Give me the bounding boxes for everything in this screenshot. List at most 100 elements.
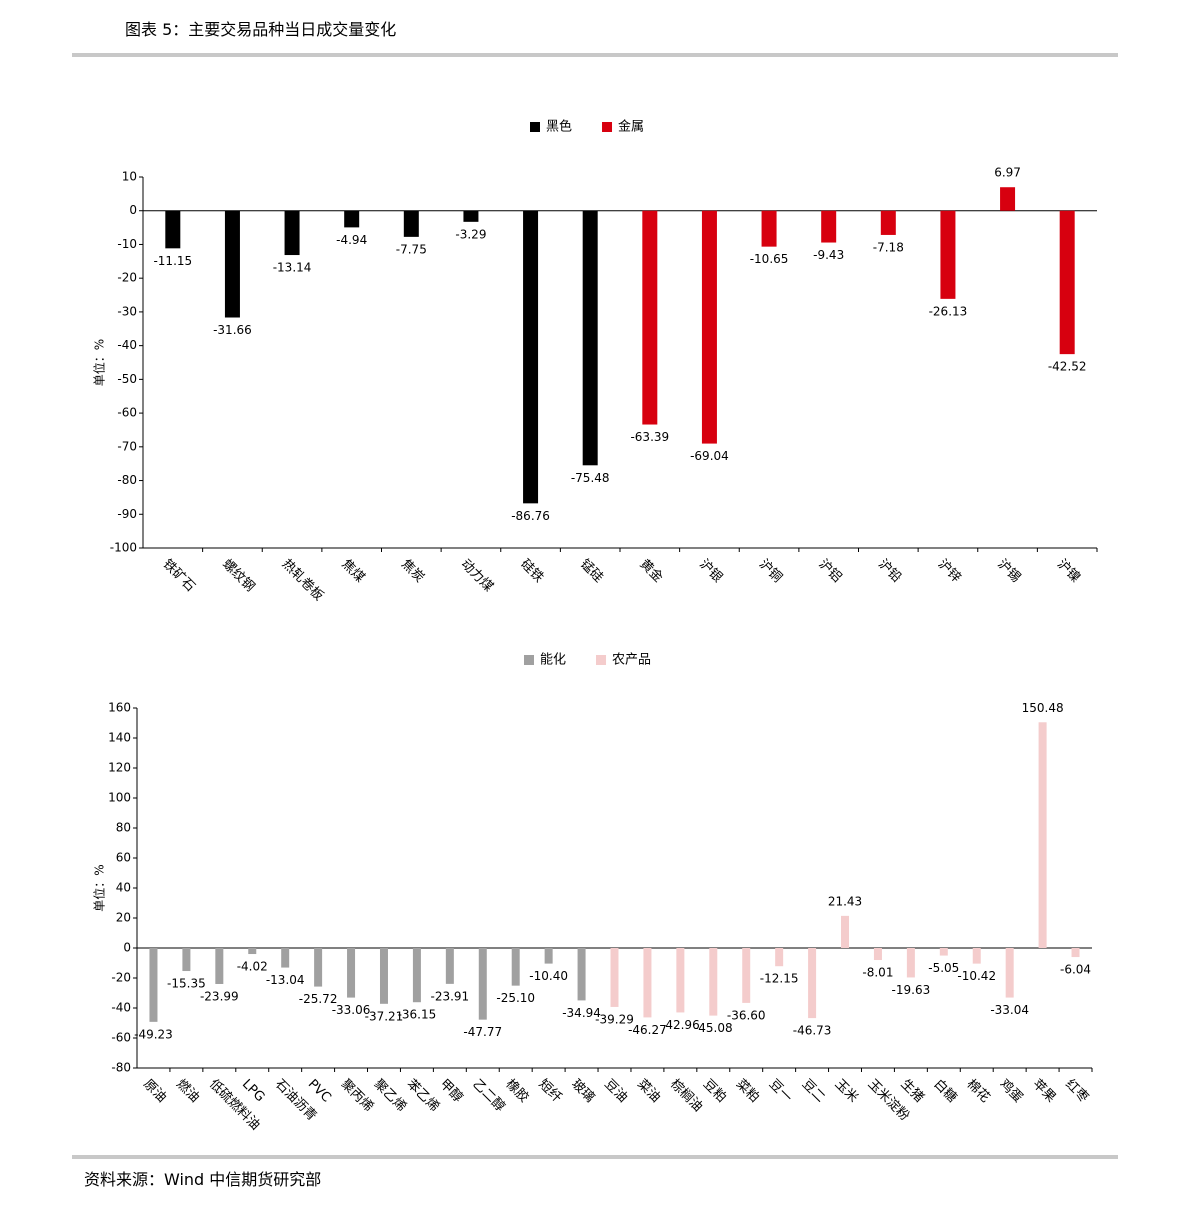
data-label: -69.04 [690,449,729,463]
data-label: -26.13 [929,304,968,318]
bar [1005,948,1014,998]
x-tick-label: 沪银 [696,556,726,586]
legend-swatch [596,655,607,665]
data-label: -11.15 [153,254,192,268]
x-tick-label: 聚乙烯 [371,1077,409,1115]
y-tick-label: 0 [123,941,131,955]
bar [880,210,896,235]
data-label: -7.75 [396,242,427,256]
x-tick-label: 菜油 [634,1077,663,1106]
data-label: -75.48 [571,471,610,485]
y-axis-label: 单位：% [92,864,107,911]
bar [610,948,619,1007]
x-tick-label: 原油 [140,1077,169,1106]
data-label: -33.06 [332,1003,371,1017]
x-tick-label: 焦炭 [398,557,427,586]
bar [215,948,224,984]
data-label: -9.43 [813,248,844,262]
bar [906,948,915,978]
y-tick-label: -30 [117,304,137,318]
y-tick-label: -40 [111,1001,131,1015]
data-label: 150.48 [1022,701,1064,715]
y-tick-label: 100 [108,791,131,805]
y-tick-label: 120 [108,761,131,775]
data-label: -13.14 [273,261,312,275]
bar [808,948,817,1019]
data-label: -47.77 [463,1025,502,1039]
x-tick-label: 橡胶 [502,1076,532,1106]
bar [165,210,181,249]
bar [523,210,539,504]
bar [1071,948,1080,958]
x-tick-label: 沪镍 [1054,556,1084,586]
x-tick-label: 鸡蛋 [996,1076,1026,1106]
rule [72,53,1118,57]
data-label: -7.18 [873,240,904,254]
x-tick-label: 沪铝 [815,556,845,586]
data-label: -36.15 [398,1008,437,1022]
bar [709,948,718,1016]
bar [511,948,520,986]
data-label: -42.52 [1048,360,1087,374]
y-tick-label: 0 [129,203,137,217]
x-tick-label: 红枣 [1062,1076,1092,1106]
bar [344,210,360,228]
bar [742,948,751,1003]
data-label: -13.04 [266,973,305,987]
y-tick-label: 140 [108,731,131,745]
bar [248,948,257,955]
bar [582,210,598,466]
data-label: -49.23 [134,1027,173,1041]
y-tick-label: -10 [117,237,137,251]
data-label: -37.21 [365,1009,404,1023]
x-tick-label: 沪铅 [875,556,905,586]
bar [873,948,882,961]
x-tick-label: 沪锌 [935,556,965,586]
data-label: -8.01 [862,966,893,980]
x-tick-label: 豆油 [601,1077,630,1106]
bar [412,948,421,1003]
data-label: -63.39 [630,430,669,444]
legend-label: 黑色 [546,119,572,135]
data-label: -4.94 [336,233,367,247]
bar [841,915,850,948]
bar [940,210,956,299]
legend-label: 金属 [618,119,644,135]
y-tick-label: -60 [117,406,137,420]
x-tick-label: 锰硅 [577,557,606,586]
bar [1038,722,1047,948]
data-label: 21.43 [828,894,862,908]
source: 资料来源：Wind 中信期货研究部 [84,1170,322,1189]
x-tick-label: 玉米 [832,1077,861,1106]
x-tick-label: 菜粕 [733,1077,762,1106]
x-tick-label: 豆二 [799,1077,828,1106]
data-label: -25.10 [496,991,535,1005]
x-tick-label: LPG [239,1077,267,1105]
y-tick-label: 40 [116,881,131,895]
rule [72,1155,1118,1159]
x-tick-label: 生猪 [898,1077,927,1106]
x-tick-label: 沪锡 [994,556,1024,586]
data-label: -4.02 [237,960,268,974]
bar [403,210,419,237]
bar [577,948,586,1001]
legend-swatch [602,122,613,132]
bar [314,948,323,987]
data-label: -86.76 [511,509,550,523]
y-tick-label: -40 [117,338,137,352]
x-tick-label: 螺纹钢 [219,557,257,595]
data-label: -10.65 [750,252,789,266]
data-label: -6.04 [1060,963,1091,977]
x-tick-label: 沪铜 [756,556,786,586]
bar [761,210,777,247]
data-label: -31.66 [213,323,252,337]
data-label: -10.40 [529,969,568,983]
y-axis-label: 单位：% [92,339,107,386]
bar [445,948,454,984]
x-tick-label: 聚丙烯 [338,1077,376,1115]
y-tick-label: -80 [111,1061,131,1075]
data-label: -23.99 [200,989,239,1003]
bar [463,210,479,222]
bar [775,948,784,967]
